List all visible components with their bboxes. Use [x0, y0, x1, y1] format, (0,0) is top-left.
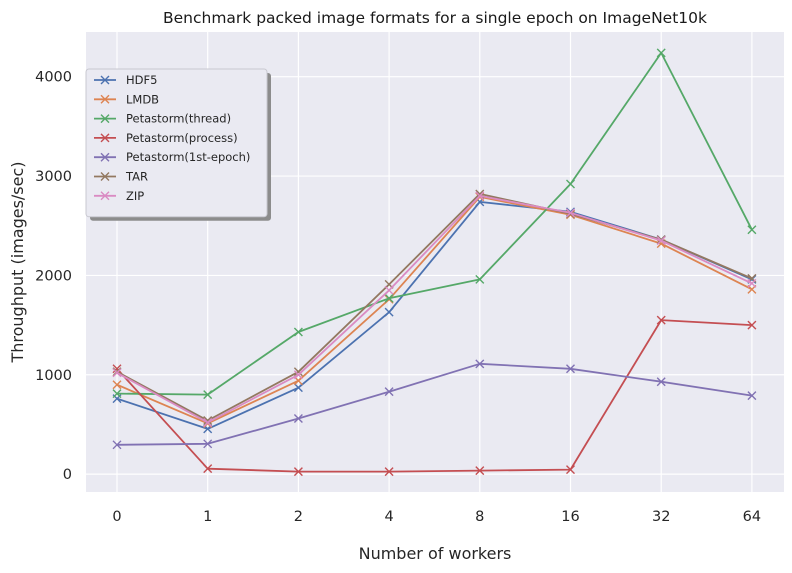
series-petastorm-thread — [112, 48, 757, 400]
legend-marker — [100, 172, 110, 181]
legend-marker — [100, 191, 110, 201]
data-point-marker — [384, 467, 394, 477]
legend-marker — [100, 114, 110, 124]
y-tick-label: 3000 — [35, 169, 72, 185]
x-axis-label: Number of workers — [359, 544, 512, 563]
legend-item: LMDB — [94, 92, 159, 106]
data-point-marker — [112, 380, 122, 390]
x-tick-label: 16 — [561, 509, 579, 525]
y-tick-label: 4000 — [35, 70, 72, 86]
legend: HDF5 LMDB Petastorm(thread) Petastorm(proce… — [85, 68, 271, 221]
data-point-marker — [293, 367, 303, 377]
y-tick-label: 1000 — [35, 368, 72, 384]
data-point-marker — [566, 179, 575, 189]
data-point-marker — [203, 417, 213, 427]
legend-label: LMDB — [126, 92, 159, 106]
data-point-marker — [203, 415, 213, 425]
data-point-marker — [112, 364, 122, 374]
data-point-marker — [656, 315, 666, 325]
y-tick-labels: 0 1000 2000 3000 4000 — [35, 70, 72, 483]
y-tick-label: 0 — [63, 467, 72, 483]
x-tick-label: 1 — [203, 509, 212, 525]
data-point-marker — [656, 236, 666, 246]
x-tick-label: 4 — [384, 509, 393, 525]
data-point-marker — [293, 383, 303, 393]
data-point-marker — [566, 209, 575, 219]
series-line — [116, 362, 753, 446]
legend-item: TAR — [94, 170, 148, 184]
legend-label: Petastorm(process) — [126, 131, 238, 145]
legend-marker — [100, 152, 110, 162]
data-point-marker — [384, 293, 394, 303]
y-axis-label: Throughput (images/sec) — [8, 161, 27, 363]
series-zip — [112, 191, 757, 427]
legend-label: TAR — [125, 170, 148, 184]
data-point-marker — [747, 320, 757, 330]
legend-item: ZIP — [94, 189, 144, 203]
data-point-marker — [384, 387, 394, 397]
data-point-marker — [384, 307, 394, 317]
x-tick-label: 8 — [475, 509, 484, 525]
legend-item: Petastorm(thread) — [94, 112, 231, 126]
x-tick-labels: 0 1 2 4 8 16 32 64 — [112, 509, 761, 525]
data-point-marker — [475, 191, 485, 201]
series-line — [116, 52, 753, 396]
data-point-marker — [566, 465, 575, 475]
data-point-marker — [747, 278, 757, 288]
data-point-marker — [566, 364, 575, 374]
series-line — [116, 194, 753, 424]
data-point-marker — [112, 368, 122, 378]
grid — [86, 32, 784, 492]
series-line — [116, 319, 752, 473]
legend-item: Petastorm(1st-epoch) — [94, 150, 250, 164]
chart-title: Benchmark packed image formats for a sin… — [163, 9, 707, 27]
legend-marker — [100, 133, 110, 143]
legend-label: Petastorm(1st-epoch) — [126, 150, 250, 164]
x-tick-label: 32 — [652, 509, 670, 525]
x-tick-label: 2 — [294, 509, 303, 525]
data-point-marker — [384, 285, 394, 295]
legend-label: HDF5 — [126, 73, 157, 87]
data-point-marker — [475, 359, 485, 369]
data-point-marker — [566, 208, 575, 218]
legend-marker — [100, 94, 110, 104]
x-tick-label: 0 — [112, 509, 121, 525]
data-point-marker — [203, 439, 213, 449]
legend-box — [85, 68, 268, 218]
legend-item: Petastorm(process) — [94, 131, 238, 145]
legend-marker — [100, 75, 110, 85]
legend-label: ZIP — [126, 189, 144, 203]
data-point-marker — [203, 464, 213, 474]
series-layer — [112, 48, 757, 477]
data-point-marker — [293, 413, 303, 423]
data-point-marker — [293, 327, 303, 337]
data-point-marker — [656, 48, 666, 58]
series-petastorm-1st-epoch — [112, 359, 757, 450]
legend-item: HDF5 — [94, 73, 157, 87]
data-point-marker — [112, 389, 122, 399]
data-point-marker — [293, 370, 303, 380]
x-tick-label: 64 — [743, 509, 761, 525]
data-point-marker — [112, 440, 122, 450]
series-line — [116, 195, 753, 425]
data-point-marker — [747, 225, 757, 235]
y-tick-label: 2000 — [35, 268, 72, 284]
data-point-marker — [293, 467, 303, 477]
data-point-marker — [203, 390, 213, 400]
data-point-marker — [475, 466, 485, 476]
data-point-marker — [747, 391, 757, 401]
data-point-marker — [475, 274, 485, 284]
legend-label: Petastorm(thread) — [126, 112, 231, 126]
series-petastorm-process — [112, 315, 757, 477]
data-point-marker — [656, 377, 666, 387]
